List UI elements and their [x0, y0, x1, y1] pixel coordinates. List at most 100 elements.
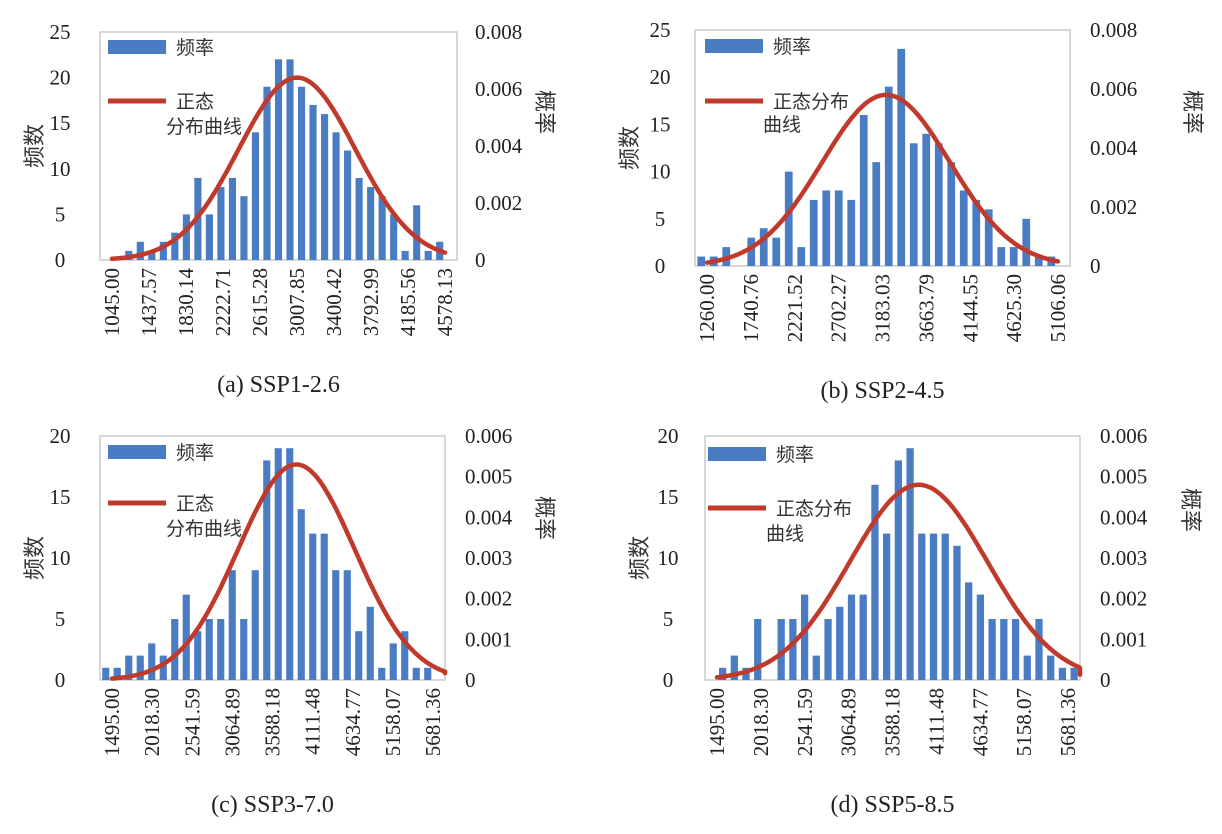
right-y-tick-label: 0	[465, 668, 476, 692]
histogram-bar	[274, 448, 282, 680]
histogram-bar	[1023, 655, 1031, 680]
right-axis-title: 概率	[1179, 90, 1204, 134]
histogram-bar	[367, 187, 375, 260]
left-y-tick-label: 15	[650, 112, 671, 136]
x-tick-label: 3183.03	[871, 274, 895, 342]
legend-label-normal-line2: 分布曲线	[166, 518, 242, 540]
histogram-bar	[836, 606, 844, 680]
histogram-bar	[718, 667, 727, 680]
histogram-bar	[918, 533, 926, 680]
histogram-bar	[772, 237, 781, 266]
histogram-bar	[809, 199, 818, 266]
normal-curve-line	[704, 92, 1061, 265]
histogram-bar	[102, 667, 110, 680]
left-y-tick-label: 20	[658, 424, 679, 448]
histogram-bar	[747, 237, 756, 266]
legend-label-normal-line2: 分布曲线	[166, 116, 242, 138]
histogram-bar	[847, 199, 856, 266]
left-y-tick-label: 20	[50, 424, 71, 448]
histogram-bar	[1035, 619, 1043, 680]
x-tick-label: 1740.76	[739, 274, 763, 342]
chart-panel-1: 0 5 10 15 20 25 0 0.002 0.004 0.006 0.008 频数 概率 1045.…	[23, 20, 556, 398]
histogram-bar	[872, 162, 881, 266]
legend-label-frequency: 频率	[176, 442, 214, 464]
histogram-bar	[1058, 667, 1067, 680]
left-y-tick-label: 5	[663, 607, 674, 631]
histogram-bar	[297, 509, 305, 680]
histogram-bar	[366, 606, 374, 680]
x-tick-label: 1495.00	[100, 688, 124, 756]
histogram-bar	[953, 545, 961, 680]
right-y-tick-label: 0.003	[1100, 546, 1147, 570]
right-y-tick-label: 0.003	[465, 546, 512, 570]
histogram-bar	[113, 667, 121, 680]
histogram-bar	[847, 594, 856, 680]
right-y-tick-label: 0.006	[475, 77, 522, 101]
legend-swatch-bar	[108, 445, 166, 459]
x-tick-label: 2018.30	[140, 688, 164, 756]
legend-label-normal-line1: 正态	[176, 493, 214, 515]
left-y-tick-label: 10	[658, 546, 679, 570]
histogram-bar	[859, 594, 867, 680]
plot-frame	[704, 435, 1081, 681]
histogram-bar	[240, 196, 248, 260]
histogram-bar	[389, 643, 397, 680]
legend-label-normal-line1: 正态	[176, 91, 214, 113]
histogram-bar	[217, 187, 225, 260]
left-y-tick-label: 0	[655, 254, 666, 278]
histogram-bar	[159, 241, 167, 260]
x-tick-label: 2702.27	[827, 274, 851, 342]
histogram-bar	[1009, 247, 1018, 266]
left-y-tick-label: 5	[655, 207, 666, 231]
x-tick-label: 3064.89	[837, 688, 861, 756]
x-tick-label: 2222.71	[211, 268, 235, 336]
histogram-bar	[401, 250, 409, 260]
x-tick-label: 3064.89	[220, 688, 244, 756]
x-tick-label: 3007.85	[285, 268, 309, 336]
histogram-bar	[136, 655, 144, 680]
legend-swatch-bar	[108, 40, 166, 54]
histogram-bar	[1070, 667, 1078, 680]
legend-swatch-bar	[708, 447, 766, 461]
histogram-bar	[424, 250, 432, 260]
right-y-tick-label: 0.002	[1090, 195, 1137, 219]
histogram-bar	[697, 256, 706, 266]
histogram-bar	[194, 631, 202, 680]
right-axis-title: 概率	[531, 90, 556, 134]
histogram-bar	[997, 247, 1006, 266]
right-y-tick-label: 0.006	[1090, 77, 1137, 101]
histogram-bar	[1011, 619, 1020, 680]
left-y-tick-label: 25	[50, 20, 71, 44]
legend-swatch-bar	[705, 39, 763, 53]
right-y-tick-label: 0.002	[465, 587, 512, 611]
left-y-tick-label: 15	[658, 485, 679, 509]
histogram-bar	[217, 619, 225, 680]
histogram-bar	[159, 655, 167, 680]
histogram-bar	[834, 190, 843, 266]
histogram-bar	[859, 114, 868, 267]
left-axis-title: 频数	[618, 126, 643, 170]
histogram-bar	[972, 199, 981, 266]
legend-label-normal-line2: 曲线	[766, 523, 804, 545]
legend-label-normal-line1: 正态分布	[776, 498, 852, 520]
left-y-tick-label: 5	[55, 607, 66, 631]
histogram-bar	[344, 150, 352, 260]
histogram-bar	[988, 619, 996, 680]
left-axis-title: 频数	[23, 124, 48, 168]
histogram-bar	[412, 667, 420, 680]
histogram-bar	[947, 162, 956, 266]
x-tick-label: 1495.00	[705, 688, 729, 756]
right-y-tick-label: 0.008	[475, 20, 522, 44]
right-y-tick-label: 0.006	[465, 424, 512, 448]
histogram-bar	[320, 114, 329, 260]
x-tick-label: 2541.59	[180, 688, 204, 756]
histogram-bar	[984, 209, 993, 266]
normal-curve-line	[109, 75, 448, 262]
histogram-bar	[390, 214, 398, 260]
legend-label-normal-line2: 曲线	[763, 114, 801, 136]
right-y-tick-label: 0.004	[465, 505, 513, 529]
x-tick-label: 3792.99	[359, 268, 383, 336]
histogram-bar	[136, 241, 144, 260]
histogram-bar	[789, 619, 797, 680]
